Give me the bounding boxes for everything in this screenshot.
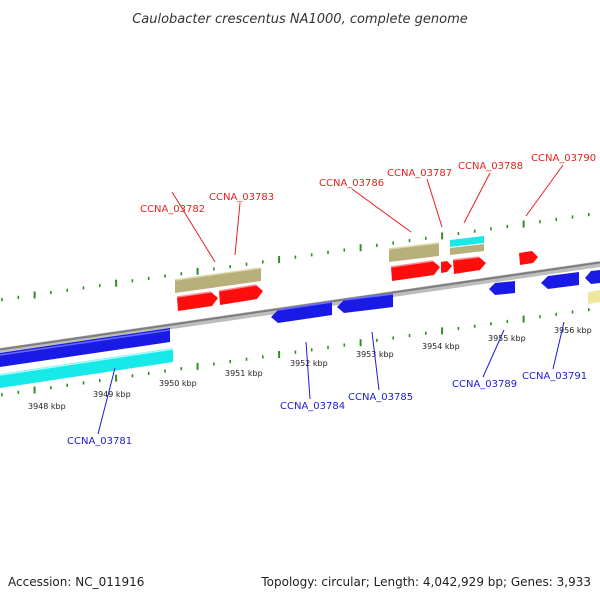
gene-CCNA_03788-cyan: [450, 236, 484, 247]
scale-label: 3954 kbp: [422, 342, 460, 351]
gene-CCNA_03790: [519, 251, 538, 265]
callout-line: [426, 178, 443, 228]
gene-CCNA_03783: [219, 285, 263, 305]
map-title: Caulobacter crescentus NA1000, complete …: [132, 12, 468, 27]
gene-CCNA_03782-outer: [175, 268, 261, 293]
callout-line: [525, 164, 564, 217]
gene-CCNA_03788: [453, 257, 486, 274]
gene-CCNA_03788-outer: [450, 244, 484, 255]
scale-label: 3948 kbp: [28, 402, 66, 411]
callout-line: [171, 191, 216, 263]
callout-line: [305, 341, 311, 400]
scale-label: 3950 kbp: [159, 379, 197, 388]
scale-label: 3955 kbp: [488, 334, 526, 343]
gene-CCNA_03781: [0, 328, 170, 367]
callout-line: [97, 367, 116, 435]
plus-outer-track: [174, 236, 484, 293]
gene-label-plus: CCNA_03787: [387, 168, 452, 179]
callout-line: [482, 329, 505, 378]
gene-label-plus: CCNA_03788: [458, 161, 523, 172]
accession-label: Accession: NC_011916: [8, 575, 144, 589]
gene-partial-blue: [585, 270, 600, 284]
gene-label-minus: CCNA_03791: [522, 371, 587, 382]
scale-label: 3951 kbp: [225, 369, 263, 378]
minus-outer-track: [0, 290, 600, 388]
callout-line: [371, 331, 380, 391]
gene-CCNA_03782: [177, 292, 218, 311]
scale-label: 3952 kbp: [290, 359, 328, 368]
tick-marks: 3948 kbp 3949 kbp 3950 kbp 3951 kbp 3952 kbp…: [1, 213, 592, 411]
scale-label: 3949 kbp: [93, 390, 131, 399]
gene-label-plus: CCNA_03786: [319, 178, 384, 189]
minus-inner-track: [0, 270, 600, 367]
gene-CCNA_03791: [541, 272, 579, 289]
callout-line: [234, 202, 241, 256]
callout-line: [463, 172, 491, 224]
gene-CCNA_03785: [337, 294, 393, 313]
gene-CCNA_03789: [489, 281, 515, 295]
plus-inner-track: [176, 251, 538, 311]
gene-label-minus: CCNA_03784: [280, 401, 345, 412]
gene-CCNA_03787: [441, 261, 452, 273]
scale-label: 3956 kbp: [554, 326, 592, 335]
callout-line: [552, 321, 565, 370]
callout-line: [351, 188, 412, 233]
gene-label-plus: CCNA_03783: [209, 192, 274, 203]
gene-label-plus: CCNA_03790: [531, 153, 596, 164]
topology-label: Topology: circular; Length: 4,042,929 bp…: [260, 575, 591, 589]
gene-CCNA_03781-outer: [0, 348, 173, 388]
gene-partial-pale: [588, 290, 600, 304]
gene-label-plus: CCNA_03782: [140, 204, 205, 215]
gene-label-minus: CCNA_03785: [348, 392, 413, 403]
gene-label-minus: CCNA_03781: [67, 436, 132, 447]
gene-callouts: CCNA_03782 CCNA_03783 CCNA_03786CCNA_03787…: [67, 153, 596, 447]
gene-label-minus: CCNA_03789: [452, 379, 517, 390]
gene-CCNA_03784: [271, 302, 332, 323]
